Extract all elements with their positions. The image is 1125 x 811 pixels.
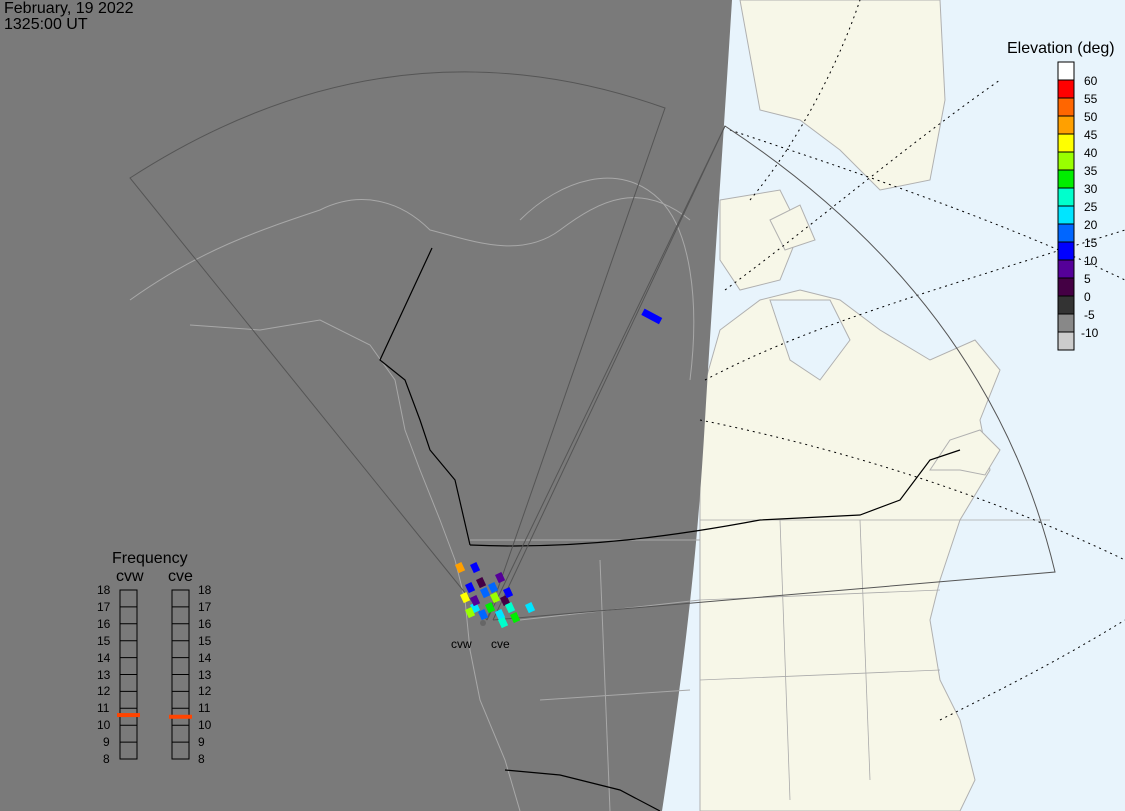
night-shade	[0, 0, 732, 811]
echo-cell	[641, 308, 663, 325]
frequency-radar-name: cvw	[116, 568, 144, 585]
colorbar-label: 45	[1084, 128, 1098, 142]
radar-label-cvw: cvw	[451, 637, 472, 651]
radar-label-cve: cve	[491, 637, 510, 651]
colorbar-label: -5	[1084, 308, 1095, 322]
frequency-scale-label: 14	[97, 650, 111, 665]
echo-cell	[510, 612, 521, 624]
colorbar-label: 35	[1084, 164, 1098, 178]
colorbar-label: 25	[1084, 200, 1098, 214]
echo-cell	[470, 595, 481, 607]
colorbar-label: 30	[1084, 182, 1098, 196]
echo-cell	[490, 592, 501, 604]
colorbar-label: -10	[1081, 326, 1099, 340]
frequency-scale-label: 12	[97, 684, 111, 699]
frequency-scale-label: 18	[198, 583, 212, 597]
date-label: February, 19 2022	[4, 0, 134, 17]
frequency-scale-label: 16	[198, 616, 212, 631]
echo-cell	[476, 577, 487, 589]
echo-cell	[465, 582, 476, 594]
echo-cell	[505, 602, 516, 614]
frequency-scale-label: 9	[103, 735, 110, 750]
frequency-scale-label: 9	[198, 735, 205, 750]
frequency-scale-label: 15	[97, 633, 111, 648]
colorbar-swatch	[1057, 187, 1075, 207]
state-borders	[699, 519, 1050, 801]
echo-cell	[455, 562, 466, 574]
colorbar-label: 0	[1084, 290, 1091, 304]
frequency-scale-label: 11	[97, 701, 110, 716]
colorbar-swatch	[1057, 277, 1075, 297]
cve-fov	[492, 125, 1056, 621]
frequency-scale-label: 17	[198, 599, 212, 614]
colorbar-swatch	[1057, 259, 1075, 279]
cvw-fov	[129, 71, 666, 621]
colorbar-swatch	[1057, 295, 1075, 315]
frequency-radar-name: cve	[168, 568, 193, 585]
frequency-title: Frequency	[112, 550, 188, 567]
echo-cell	[525, 602, 536, 614]
echo-cell	[480, 587, 491, 599]
elevation-colorbar	[1057, 61, 1075, 351]
colorbar-label: 15	[1084, 236, 1098, 250]
echo-cell	[460, 592, 471, 604]
frequency-marker-cve	[169, 714, 192, 719]
borders	[379, 247, 961, 811]
frequency-scale-label: 13	[97, 667, 111, 682]
colorbar-swatch	[1057, 97, 1075, 117]
echo-cell	[495, 609, 506, 621]
echo-cell	[485, 602, 496, 614]
frequency-scale-label: 8	[198, 752, 205, 766]
frequency-scale-label: 8	[103, 752, 110, 766]
echo-cell	[478, 609, 489, 621]
frequency-scale-label: 10	[198, 718, 212, 733]
colorbar-swatch	[1057, 79, 1075, 99]
frequency-scale-label: 16	[97, 616, 111, 631]
echo-cell	[470, 562, 481, 574]
radar-echoes	[455, 562, 536, 629]
radar-fields-of-view	[129, 71, 1056, 621]
colorbar-swatch	[1057, 151, 1075, 171]
colorbar-label: 20	[1084, 218, 1098, 232]
colorbar-label: 10	[1084, 254, 1098, 268]
colorbar-swatch	[1057, 241, 1075, 261]
frequency-scale-label: 13	[198, 667, 212, 682]
frequency-scale-label: 15	[198, 633, 212, 648]
colorbar-swatch	[1057, 169, 1075, 189]
colorbar-swatch	[1057, 313, 1075, 333]
frequency-scale-label: 10	[97, 718, 111, 733]
echo-cell	[488, 582, 499, 594]
colorbar-label: 60	[1084, 74, 1098, 88]
latitude-lines	[699, 0, 1125, 721]
colorbar-swatch	[1057, 331, 1075, 351]
colorbar-label: 5	[1084, 272, 1091, 286]
colorbar-label: 40	[1084, 146, 1098, 160]
echo-cell	[503, 587, 514, 599]
frequency-scale-label: 17	[97, 599, 111, 614]
colorbar-label: 55	[1084, 92, 1098, 106]
colorbar-label: 50	[1084, 110, 1098, 124]
frequency-scale-label: 18	[97, 583, 111, 597]
colorbar-swatch	[1057, 61, 1075, 81]
colorbar-swatch	[1057, 205, 1075, 225]
frequency-marker-cvw	[117, 713, 140, 718]
colorbar-swatch	[1057, 133, 1075, 153]
echo-cell	[465, 607, 476, 619]
time-label: 1325:00 UT	[4, 16, 88, 33]
elevation-legend-title: Elevation (deg)	[1007, 40, 1115, 57]
radar-site-marker	[480, 620, 486, 626]
frequency-scale-label: 12	[198, 684, 212, 699]
land	[699, 0, 1001, 811]
frequency-scale-label: 11	[198, 701, 211, 716]
frequency-scale-label: 14	[198, 650, 212, 665]
frequency-bars	[117, 589, 192, 760]
echo-cell	[498, 617, 509, 629]
echo-cell	[500, 595, 511, 607]
colorbar-swatch	[1057, 115, 1075, 135]
colorbar-swatch	[1057, 223, 1075, 243]
echo-cell	[495, 572, 506, 584]
